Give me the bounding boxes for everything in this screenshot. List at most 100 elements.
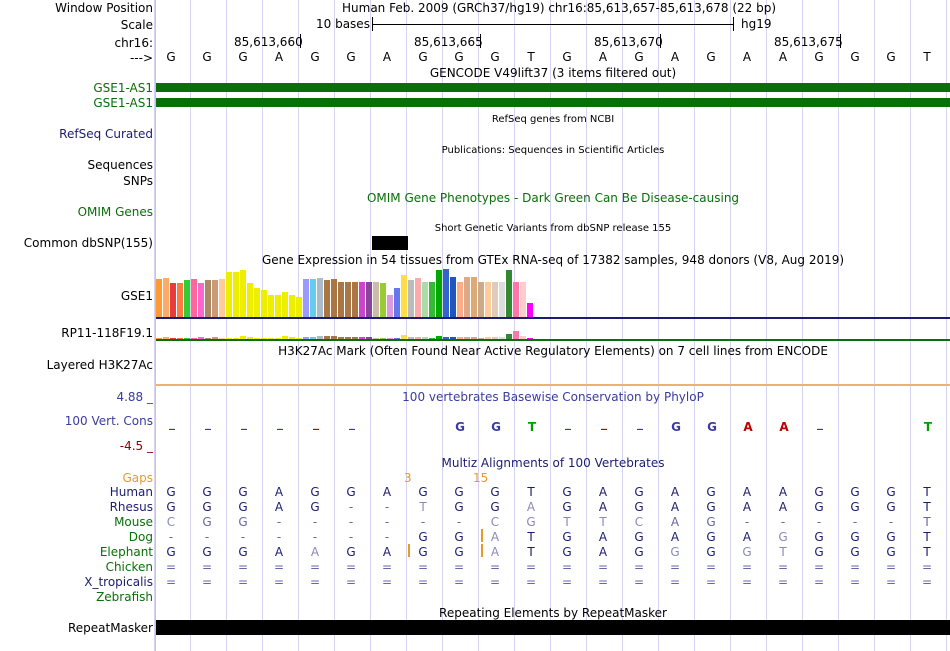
gtex-tissue-bar[interactable] bbox=[352, 337, 358, 339]
gtex-tissue-bar[interactable] bbox=[464, 277, 470, 317]
repeatmasker-track-label[interactable]: RepeatMasker bbox=[67, 621, 153, 635]
gtex-tissue-bar[interactable] bbox=[527, 303, 533, 317]
gtex-tissue-bar[interactable] bbox=[499, 282, 505, 317]
gtex-tissue-bar[interactable] bbox=[331, 279, 337, 317]
gtex-tissue-bar[interactable] bbox=[198, 337, 204, 339]
gtex-tissue-bar[interactable] bbox=[191, 338, 197, 339]
gtex-tissue-bar[interactable] bbox=[226, 338, 232, 339]
gtex-tissue-bar[interactable] bbox=[366, 282, 372, 317]
species-label[interactable]: Elephant bbox=[99, 545, 153, 559]
gtex-rp11-bars[interactable] bbox=[156, 330, 950, 339]
h3k27ac-track-title[interactable]: H3K27Ac Mark (Often Found Near Active Re… bbox=[278, 344, 828, 358]
gtex-tissue-bar[interactable] bbox=[359, 337, 365, 339]
gtex-tissue-bar[interactable] bbox=[443, 337, 449, 339]
gtex-tissue-bar[interactable] bbox=[240, 336, 246, 339]
gtex-tissue-bar[interactable] bbox=[317, 336, 323, 339]
gtex-tissue-bar[interactable] bbox=[233, 272, 239, 317]
gtex-gene-label[interactable]: GSE1 bbox=[120, 289, 153, 303]
gencode-track-title[interactable]: GENCODE V49lift37 (3 items filtered out) bbox=[429, 66, 677, 80]
gtex-tissue-bar[interactable] bbox=[345, 282, 351, 317]
gtex-tissue-bar[interactable] bbox=[170, 283, 176, 317]
gtex-tissue-bar[interactable] bbox=[219, 279, 225, 317]
gtex-tissue-bar[interactable] bbox=[324, 280, 330, 317]
gtex-tissue-bar[interactable] bbox=[373, 282, 379, 317]
snps-track-label[interactable]: SNPs bbox=[123, 174, 153, 188]
repeatmasker-bar[interactable] bbox=[156, 620, 950, 635]
gtex-tissue-bar[interactable] bbox=[177, 283, 183, 317]
gtex-tissue-bar[interactable] bbox=[401, 275, 407, 317]
gtex-tissue-bar[interactable] bbox=[275, 338, 281, 339]
species-label[interactable]: Human bbox=[109, 485, 153, 499]
species-label[interactable]: Rhesus bbox=[109, 500, 153, 514]
gtex-tissue-bar[interactable] bbox=[408, 337, 414, 339]
gtex-tissue-bar[interactable] bbox=[240, 270, 246, 317]
gtex-tissue-bar[interactable] bbox=[506, 334, 512, 339]
species-label[interactable]: Zebrafish bbox=[96, 590, 153, 604]
gtex-tissue-bar[interactable] bbox=[247, 337, 253, 339]
gtex-tissue-bar[interactable] bbox=[289, 337, 295, 339]
gtex-tissue-bar[interactable] bbox=[450, 337, 456, 339]
gtex-tissue-bar[interactable] bbox=[254, 288, 260, 317]
gtex-tissue-bar[interactable] bbox=[303, 337, 309, 339]
gtex-tissue-bar[interactable] bbox=[513, 282, 519, 317]
gtex-tissue-bar[interactable] bbox=[485, 282, 491, 317]
gtex-tissue-bar[interactable] bbox=[457, 337, 463, 339]
gtex-tissue-bar[interactable] bbox=[268, 338, 274, 339]
repeatmasker-track-title[interactable]: Repeating Elements by RepeatMasker bbox=[439, 606, 667, 620]
gtex-tissue-bar[interactable] bbox=[506, 270, 512, 317]
gtex-tissue-bar[interactable] bbox=[261, 290, 267, 317]
gencode-item-bar[interactable] bbox=[156, 83, 950, 92]
gtex-tissue-bar[interactable] bbox=[359, 282, 365, 317]
gtex-tissue-bar[interactable] bbox=[324, 336, 330, 339]
gtex-tissue-bar[interactable] bbox=[205, 280, 211, 317]
gtex-gse1-bars[interactable] bbox=[156, 268, 950, 317]
gtex-tissue-bar[interactable] bbox=[331, 336, 337, 339]
gtex-tissue-bar[interactable] bbox=[247, 283, 253, 317]
gtex-tissue-bar[interactable] bbox=[485, 337, 491, 339]
gtex-tissue-bar[interactable] bbox=[527, 338, 533, 339]
gtex-tissue-bar[interactable] bbox=[184, 338, 190, 339]
gtex-tissue-bar[interactable] bbox=[401, 335, 407, 339]
gtex-tissue-bar[interactable] bbox=[275, 295, 281, 317]
omim-track-label[interactable]: OMIM Genes bbox=[77, 205, 153, 219]
gtex-tissue-bar[interactable] bbox=[345, 337, 351, 339]
gtex-tissue-bar[interactable] bbox=[429, 338, 435, 339]
gtex-tissue-bar[interactable] bbox=[254, 338, 260, 339]
gtex-tissue-bar[interactable] bbox=[156, 279, 162, 317]
gtex-tissue-bar[interactable] bbox=[317, 278, 323, 317]
gtex-tissue-bar[interactable] bbox=[457, 282, 463, 317]
gtex-tissue-bar[interactable] bbox=[268, 295, 274, 317]
gtex-tissue-bar[interactable] bbox=[303, 279, 309, 317]
gtex-tissue-bar[interactable] bbox=[282, 336, 288, 339]
gtex-tissue-bar[interactable] bbox=[492, 282, 498, 317]
refseq-track-label[interactable]: RefSeq Curated bbox=[59, 127, 153, 141]
gtex-tissue-bar[interactable] bbox=[163, 337, 169, 339]
gtex-tissue-bar[interactable] bbox=[282, 292, 288, 317]
gtex-tissue-bar[interactable] bbox=[191, 279, 197, 317]
gtex-gene-label[interactable]: RP11-118F19.1 bbox=[61, 326, 153, 340]
h3k27ac-track-label[interactable]: Layered H3K27Ac bbox=[46, 358, 153, 372]
gtex-tissue-bar[interactable] bbox=[170, 338, 176, 339]
gtex-tissue-bar[interactable] bbox=[156, 338, 162, 339]
gtex-tissue-bar[interactable] bbox=[261, 338, 267, 339]
gtex-tissue-bar[interactable] bbox=[408, 280, 414, 317]
species-label[interactable]: Chicken bbox=[105, 560, 153, 574]
gtex-tissue-bar[interactable] bbox=[310, 279, 316, 317]
gtex-tissue-bar[interactable] bbox=[471, 277, 477, 317]
gencode-item-label[interactable]: GSE1-AS1 bbox=[93, 81, 153, 95]
species-label[interactable]: Mouse bbox=[114, 515, 153, 529]
gencode-item-label[interactable]: GSE1-AS1 bbox=[93, 96, 153, 110]
gtex-tissue-bar[interactable] bbox=[338, 337, 344, 339]
gtex-tissue-bar[interactable] bbox=[499, 337, 505, 339]
gtex-tissue-bar[interactable] bbox=[478, 282, 484, 317]
publications-track-title[interactable]: Publications: Sequences in Scientific Ar… bbox=[441, 145, 665, 156]
refseq-track-title[interactable]: RefSeq genes from NCBI bbox=[491, 114, 615, 125]
dbsnp-track-title[interactable]: Short Genetic Variants from dbSNP releas… bbox=[434, 223, 672, 234]
gtex-tissue-bar[interactable] bbox=[366, 337, 372, 339]
gtex-tissue-bar[interactable] bbox=[464, 337, 470, 339]
omim-track-title[interactable]: OMIM Gene Phenotypes - Dark Green Can Be… bbox=[366, 191, 740, 205]
gtex-tissue-bar[interactable] bbox=[380, 283, 386, 317]
phylop-track-label[interactable]: 100 Vert. Cons bbox=[64, 414, 153, 428]
gtex-tissue-bar[interactable] bbox=[184, 280, 190, 317]
gtex-tissue-bar[interactable] bbox=[226, 272, 232, 317]
